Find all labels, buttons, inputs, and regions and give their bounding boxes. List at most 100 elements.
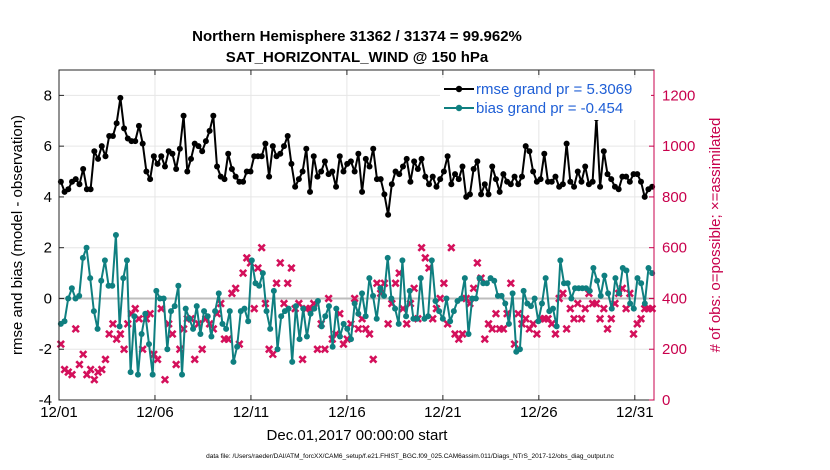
bias-point-75 <box>333 305 340 312</box>
obs-marker-20 <box>131 304 140 313</box>
obs-marker-139 <box>573 299 582 308</box>
rmse-point-103 <box>440 168 447 175</box>
x-tick-label-5: 12/26 <box>520 404 558 421</box>
x-axis-label: Dec.01,2017 00:00:00 start <box>267 427 449 444</box>
bias-point-129 <box>531 295 538 302</box>
rmse-point-32 <box>176 145 183 152</box>
rmse-point-73 <box>329 168 336 175</box>
bias-point-91 <box>392 305 399 312</box>
bias-series <box>57 232 656 378</box>
bias-point-25 <box>149 371 156 378</box>
rmse-point-57 <box>269 143 276 150</box>
obs-marker-30 <box>168 329 177 339</box>
rmse-point-76 <box>340 168 347 175</box>
bias-point-70 <box>314 298 321 304</box>
rmse-point-125 <box>522 143 529 150</box>
x-tick-label-1: 12/06 <box>136 404 174 421</box>
obs-marker-5 <box>75 360 84 369</box>
bias-point-32 <box>175 282 182 289</box>
obs-marker-93 <box>402 319 411 328</box>
rmse-point-94 <box>407 178 414 185</box>
y-axis-label: rmse and bias (model - observation) <box>9 115 26 355</box>
bias-point-157 <box>634 275 641 282</box>
obs-marker-114 <box>480 334 489 344</box>
bias-point-73 <box>325 303 332 310</box>
rmse-point-110 <box>466 191 473 198</box>
bias-point-130 <box>535 318 542 325</box>
rmse-point-5 <box>76 181 83 188</box>
bias-point-77 <box>340 320 347 327</box>
rmse-point-92 <box>399 163 406 170</box>
rmse-point-111 <box>470 166 477 172</box>
bias-point-156 <box>630 305 637 312</box>
bias-point-158 <box>638 280 645 287</box>
x-axis: 12/01 12/06 12/11 12/16 12/21 12/26 12/31 <box>40 70 654 421</box>
x-tick-label-3: 12/16 <box>328 404 366 421</box>
obs-marker-54 <box>257 243 266 252</box>
bias-point-8 <box>87 275 94 282</box>
rmse-line <box>59 96 653 216</box>
rmse-point-96 <box>414 166 421 172</box>
rmse-point-14 <box>109 133 116 139</box>
rmse-point-2 <box>65 186 72 193</box>
bias-point-104 <box>439 315 446 322</box>
obs-marker-84 <box>369 355 378 364</box>
bias-point-22 <box>138 331 145 337</box>
bias-point-44 <box>219 320 226 327</box>
obs-marker-57 <box>268 350 277 359</box>
rmse-point-66 <box>303 145 310 152</box>
rmse-point-54 <box>258 153 265 160</box>
rmse-point-21 <box>135 122 142 129</box>
obs-marker-123 <box>514 309 523 318</box>
legend-bias-label: bias grand pr = -0.454 <box>476 100 623 117</box>
rmse-point-51 <box>247 168 254 175</box>
y-tick-label-5: -2 <box>39 341 52 358</box>
obs-marker-125 <box>521 314 530 323</box>
bias-point-54 <box>256 282 263 289</box>
bias-point-79 <box>347 336 354 343</box>
y-tick-label-4: 0 <box>44 290 52 307</box>
rmse-point-26 <box>154 160 161 167</box>
rmse-point-4 <box>72 176 79 183</box>
rmse-point-41 <box>210 112 217 119</box>
rmse-point-106 <box>452 171 459 178</box>
bias-point-88 <box>381 292 388 299</box>
rmse-point-147 <box>604 171 611 178</box>
rmse-point-115 <box>485 191 492 198</box>
rmse-point-137 <box>567 178 574 185</box>
rmse-point-153 <box>626 178 633 185</box>
rmse-point-127 <box>530 168 537 175</box>
obs-marker-65 <box>298 355 307 364</box>
bias-point-105 <box>443 295 450 302</box>
bias-point-15 <box>112 232 119 238</box>
obs-marker-156 <box>636 314 646 323</box>
obs-marker-36 <box>190 355 199 364</box>
obs-marker-28 <box>160 375 170 384</box>
obs-marker-69 <box>313 345 322 354</box>
bias-point-76 <box>336 333 343 340</box>
obs-marker-119 <box>499 324 508 334</box>
rmse-point-55 <box>262 140 269 147</box>
bias-point-47 <box>230 358 237 365</box>
bias-point-19 <box>127 369 134 376</box>
rmse-point-93 <box>403 155 410 162</box>
obs-marker-103 <box>439 279 449 288</box>
obs-marker-152 <box>621 304 631 313</box>
rmse-point-143 <box>589 178 596 185</box>
obs-marker-145 <box>595 314 605 323</box>
obs-marker-137 <box>566 304 575 313</box>
bias-point-102 <box>432 298 439 304</box>
bias-point-114 <box>476 275 483 282</box>
y2-tick-label-6: 0 <box>662 392 670 409</box>
bias-point-90 <box>388 295 395 302</box>
obs-marker-16 <box>116 329 125 339</box>
y2-tick-label-1: 1000 <box>662 138 695 155</box>
bias-point-78 <box>344 325 351 332</box>
rmse-point-56 <box>266 173 273 180</box>
obs-marker-49 <box>238 268 248 278</box>
chart-subtitle: SAT_HORIZONTAL_WIND @ 150 hPa <box>226 49 489 66</box>
bias-point-9 <box>90 308 97 315</box>
bias-point-145 <box>590 265 597 271</box>
rmse-point-74 <box>333 183 340 190</box>
bias-point-28 <box>160 295 167 302</box>
